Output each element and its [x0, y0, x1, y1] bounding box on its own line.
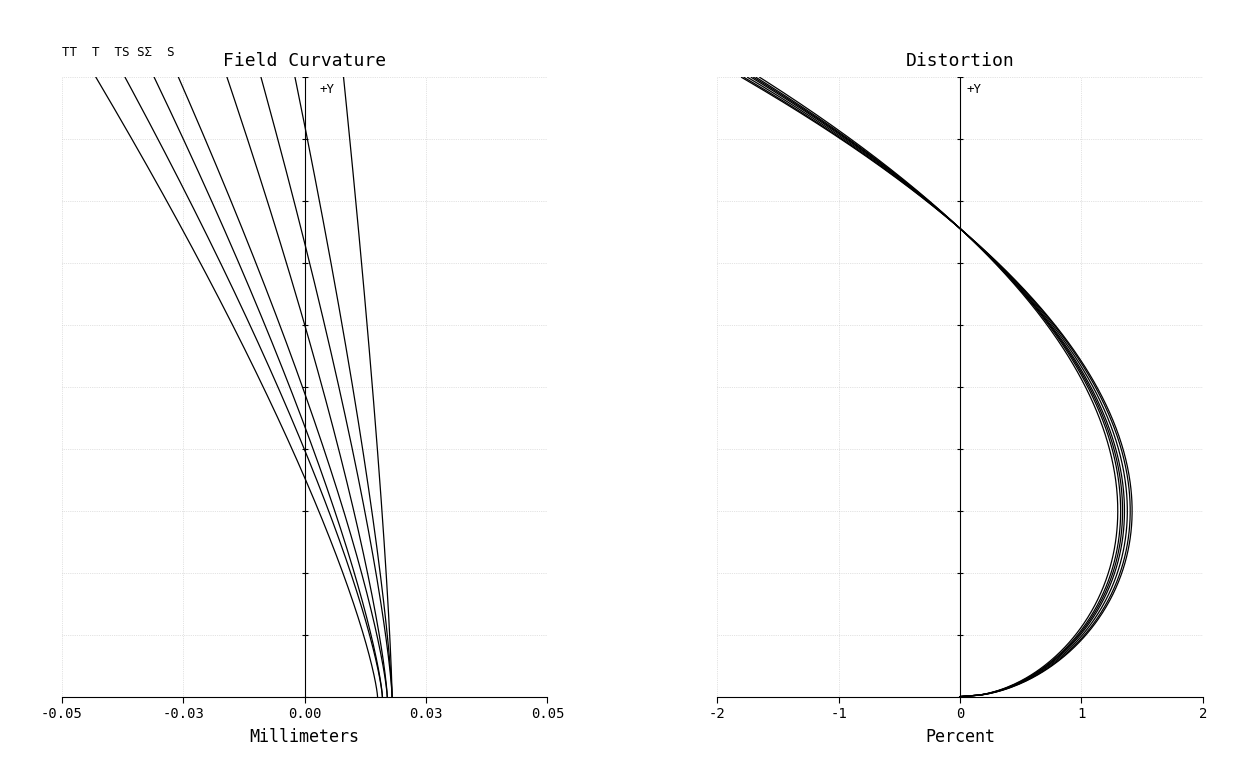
Text: +Y: +Y — [319, 83, 335, 96]
Title: Field Curvature: Field Curvature — [223, 53, 387, 70]
Text: TT  T  ΤS SΣ  S: TT T ΤS SΣ S — [62, 46, 175, 59]
X-axis label: Percent: Percent — [925, 728, 994, 746]
Text: +Y: +Y — [966, 83, 981, 96]
Title: Distortion: Distortion — [905, 53, 1014, 70]
X-axis label: Millimeters: Millimeters — [249, 728, 360, 746]
